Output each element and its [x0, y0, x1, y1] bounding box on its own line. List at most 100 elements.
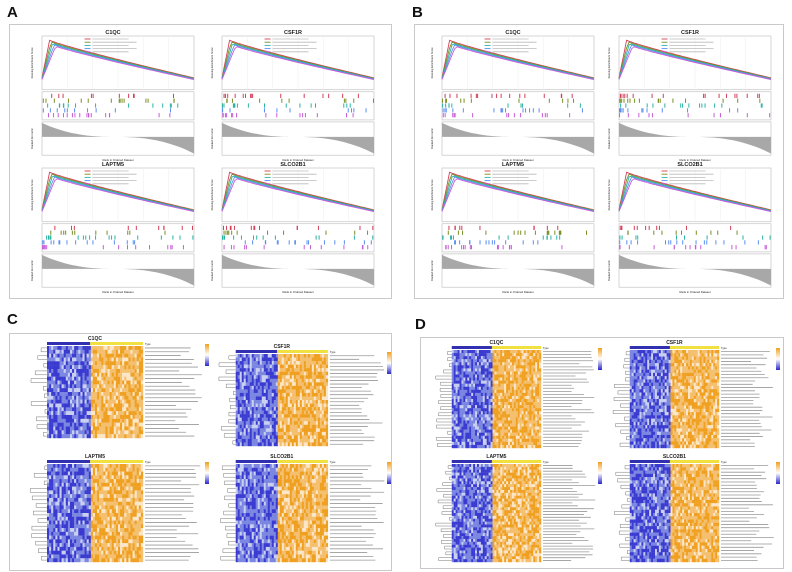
heatmap-cell [115, 376, 119, 381]
heatmap-cell [101, 380, 104, 385]
heatmap-cell [72, 353, 75, 358]
heatmap-cell [132, 467, 135, 472]
hit-mark [345, 113, 347, 118]
hit-mark [223, 230, 225, 235]
heatmap-cell [281, 509, 284, 514]
heatmap-cell [55, 471, 58, 476]
heatmap-cell [281, 414, 284, 418]
heatmap-cell [305, 354, 309, 358]
heatmap-cell [99, 376, 102, 381]
heatmap-cell [323, 382, 327, 387]
heatmap-cell [86, 475, 89, 480]
heatmap-cell [109, 395, 112, 400]
heatmap-cell [130, 380, 133, 385]
heatmap-cell [86, 426, 89, 431]
heatmap-cell [109, 550, 112, 555]
heatmap-cell [49, 535, 52, 540]
heatmap-cell [76, 411, 79, 416]
heatmap-cell [255, 392, 258, 397]
hit-mark [316, 113, 318, 118]
heatmap-cell [117, 501, 121, 506]
heatmap-cell [313, 400, 317, 404]
heatmap-cell [99, 531, 102, 536]
x-axis-label: Rank in Ordered Dataset [503, 158, 534, 162]
heatmap-cell [255, 421, 258, 425]
hit-mark [759, 98, 761, 103]
hit-mark [62, 93, 64, 98]
enrichment-curve [221, 175, 375, 212]
heatmap-cell [122, 403, 125, 408]
heatmap-cell [275, 417, 278, 422]
heatmap-cell [126, 407, 129, 412]
heatmap-cell [90, 353, 94, 358]
heatmap-cell [78, 546, 81, 551]
heatmap-cell [128, 380, 131, 385]
hit-mark [152, 103, 154, 108]
heatmap-cell [88, 528, 92, 533]
heatmap-cell [138, 415, 142, 420]
hit-mark [685, 245, 687, 250]
hit-mark [742, 235, 744, 240]
heatmap-cell [136, 365, 140, 370]
heatmap-cell [128, 513, 131, 517]
heatmap-cell [80, 543, 83, 548]
heatmap-cell [259, 357, 262, 362]
heatmap-cell [122, 505, 125, 510]
heatmap-cell [90, 513, 94, 517]
heatmap-cell [287, 428, 291, 433]
heatmap-cell [277, 375, 280, 379]
heatmap-cell [134, 349, 137, 354]
heatmap-cell [253, 475, 256, 480]
heatmap-cell [86, 497, 89, 502]
heatmap-cell [293, 392, 297, 397]
heatmap-cell [243, 421, 246, 425]
heatmap-cell [69, 539, 73, 544]
heatmap-cell [101, 490, 104, 495]
heatmap-cell [253, 467, 256, 472]
heatmap-cell [291, 435, 295, 440]
heatmap-cell [126, 546, 129, 551]
heatmap-cell [92, 509, 96, 514]
heatmap-cell [95, 392, 98, 397]
heatmap-cell [84, 388, 87, 393]
heatmap-cell [78, 376, 81, 381]
heatmap-cell [273, 407, 276, 411]
heatmap-cell [76, 349, 79, 354]
hit-mark [721, 103, 723, 108]
heatmap-cell [72, 434, 75, 439]
heatmap-cell [115, 546, 119, 551]
heatmap-cell [247, 375, 250, 379]
heatmap-cell [63, 357, 66, 362]
heatmap-cell [317, 396, 321, 401]
heatmap-cell [78, 528, 81, 533]
heatmap-cell [90, 509, 94, 514]
heatmap-cell [84, 467, 87, 472]
heatmap-cell [111, 550, 114, 555]
heatmap-cell [136, 513, 140, 517]
heatmap-cell [130, 361, 133, 366]
heatmap-cell [237, 513, 240, 517]
heatmap-cell [51, 399, 54, 404]
heatmap-cell [301, 421, 305, 425]
heatmap-cell [103, 426, 106, 431]
heatmap-cell [299, 385, 303, 390]
heatmap-cell [269, 431, 272, 436]
heatmap-cell [122, 482, 125, 487]
heatmap-cell [61, 509, 64, 514]
heatmap-cell [65, 399, 69, 404]
heatmap-cell [57, 520, 60, 525]
hit-mark [532, 108, 534, 113]
heatmap-cell [101, 407, 104, 412]
heatmap-cell [287, 410, 291, 415]
heatmap-cell [136, 516, 140, 521]
type-label: Type [145, 342, 151, 346]
enrichment-curve [41, 171, 195, 211]
heatmap-cell [49, 543, 52, 548]
enrichment-curve [441, 178, 595, 212]
heatmap-cell [235, 479, 238, 484]
hit-mark [448, 103, 450, 108]
heatmap-cell [247, 428, 250, 433]
hit-mark [461, 245, 463, 250]
hit-mark [470, 93, 472, 98]
heatmap-cell [279, 400, 282, 404]
